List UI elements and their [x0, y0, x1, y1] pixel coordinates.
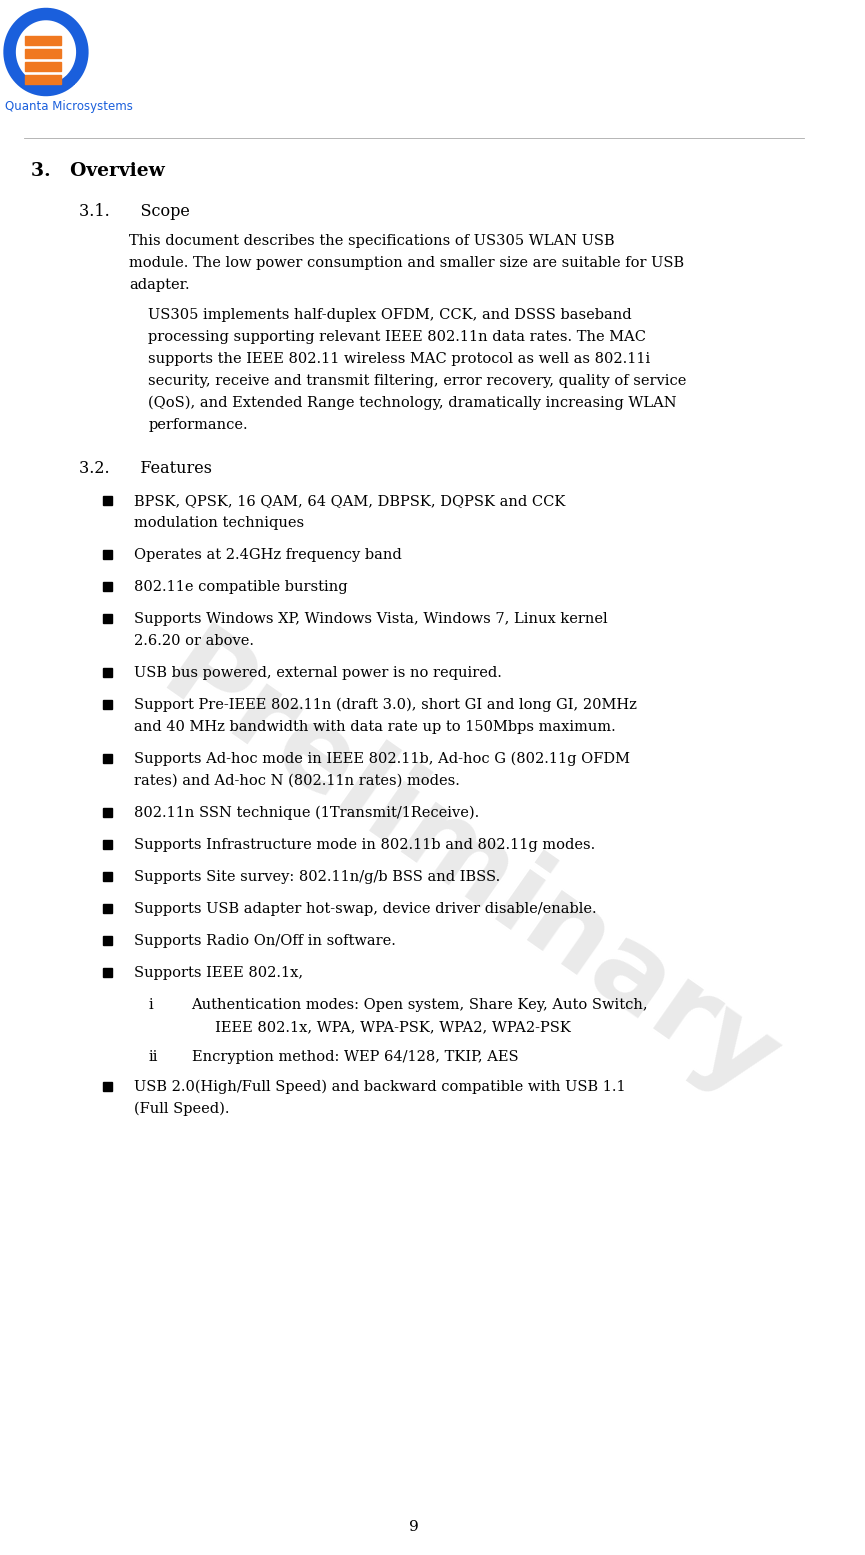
Bar [103, 614, 112, 622]
Bar [103, 871, 112, 880]
Text: Supports Ad-hoc mode in IEEE 802.11b, Ad-hoc G (802.11g OFDM: Supports Ad-hoc mode in IEEE 802.11b, Ad… [134, 753, 630, 767]
Bar [103, 807, 112, 816]
Text: performance.: performance. [149, 418, 248, 432]
Text: This document describes the specifications of US305 WLAN USB: This document describes the specificatio… [129, 233, 615, 247]
Text: 3.   Overview: 3. Overview [30, 162, 164, 180]
Text: Support Pre-IEEE 802.11n (draft 3.0), short GI and long GI, 20MHz: Support Pre-IEEE 802.11n (draft 3.0), sh… [134, 698, 637, 712]
Text: i: i [149, 998, 153, 1012]
Bar [103, 549, 112, 558]
Bar [25, 62, 61, 72]
Bar [25, 50, 61, 58]
Bar [103, 936, 112, 944]
Text: and 40 MHz bandwidth with data rate up to 150Mbps maximum.: and 40 MHz bandwidth with data rate up t… [134, 720, 616, 734]
Bar [103, 667, 112, 676]
Text: Supports IEEE 802.1x,: Supports IEEE 802.1x, [134, 966, 304, 980]
Text: BPSK, QPSK, 16 QAM, 64 QAM, DBPSK, DQPSK and CCK: BPSK, QPSK, 16 QAM, 64 QAM, DBPSK, DQPSK… [134, 494, 566, 508]
Text: security, receive and transmit filtering, error recovery, quality of service: security, receive and transmit filtering… [149, 375, 687, 389]
Text: (Full Speed).: (Full Speed). [134, 1102, 229, 1116]
Text: modulation techniques: modulation techniques [134, 516, 304, 530]
Bar [103, 967, 112, 977]
Bar [103, 903, 112, 913]
Text: USB bus powered, external power is no required.: USB bus powered, external power is no re… [134, 666, 502, 680]
Bar [103, 840, 112, 849]
Text: Operates at 2.4GHz frequency band: Operates at 2.4GHz frequency band [134, 547, 402, 561]
Text: IEEE 802.1x, WPA, WPA-PSK, WPA2, WPA2-PSK: IEEE 802.1x, WPA, WPA-PSK, WPA2, WPA2-PS… [191, 1020, 570, 1034]
Text: supports the IEEE 802.11 wireless MAC protocol as well as 802.11i: supports the IEEE 802.11 wireless MAC pr… [149, 351, 650, 365]
Text: 2.6.20 or above.: 2.6.20 or above. [134, 634, 254, 648]
Text: 3.1.      Scope: 3.1. Scope [79, 204, 189, 219]
Text: Supports Site survey: 802.11n/g/b BSS and IBSS.: Supports Site survey: 802.11n/g/b BSS an… [134, 869, 500, 883]
Bar [103, 754, 112, 762]
Text: 802.11e compatible bursting: 802.11e compatible bursting [134, 580, 348, 594]
Text: 802.11n SSN technique (1Transmit/1Receive).: 802.11n SSN technique (1Transmit/1Receiv… [134, 805, 479, 821]
Text: Supports Radio On/Off in software.: Supports Radio On/Off in software. [134, 935, 396, 949]
Text: US305 implements half-duplex OFDM, CCK, and DSSS baseband: US305 implements half-duplex OFDM, CCK, … [149, 308, 632, 322]
Bar [103, 582, 112, 591]
Text: 9: 9 [409, 1519, 419, 1533]
Text: Supports USB adapter hot-swap, device driver disable/enable.: Supports USB adapter hot-swap, device dr… [134, 902, 597, 916]
Text: Authentication modes: Open system, Share Key, Auto Switch,: Authentication modes: Open system, Share… [191, 998, 648, 1012]
Text: USB 2.0(High/Full Speed) and backward compatible with USB 1.1: USB 2.0(High/Full Speed) and backward co… [134, 1081, 625, 1095]
Text: rates) and Ad-hoc N (802.11n rates) modes.: rates) and Ad-hoc N (802.11n rates) mode… [134, 774, 460, 788]
Text: Quanta Microsystems: Quanta Microsystems [5, 100, 132, 114]
Text: (QoS), and Extended Range technology, dramatically increasing WLAN: (QoS), and Extended Range technology, dr… [149, 397, 677, 411]
Text: module. The low power consumption and smaller size are suitable for USB: module. The low power consumption and sm… [129, 257, 684, 271]
Text: 3.2.      Features: 3.2. Features [79, 460, 212, 477]
Bar [25, 36, 61, 45]
Bar [103, 496, 112, 504]
Text: processing supporting relevant IEEE 802.11n data rates. The MAC: processing supporting relevant IEEE 802.… [149, 330, 646, 344]
Bar [103, 1081, 112, 1090]
Text: Supports Windows XP, Windows Vista, Windows 7, Linux kernel: Supports Windows XP, Windows Vista, Wind… [134, 613, 608, 627]
Bar [103, 700, 112, 709]
Text: ii: ii [149, 1050, 158, 1064]
Bar [25, 75, 61, 84]
Text: Encryption method: WEP 64/128, TKIP, AES: Encryption method: WEP 64/128, TKIP, AES [191, 1050, 518, 1064]
Text: Preliminary: Preliminary [142, 619, 797, 1121]
Text: Supports Infrastructure mode in 802.11b and 802.11g modes.: Supports Infrastructure mode in 802.11b … [134, 838, 595, 852]
Text: adapter.: adapter. [129, 278, 190, 292]
